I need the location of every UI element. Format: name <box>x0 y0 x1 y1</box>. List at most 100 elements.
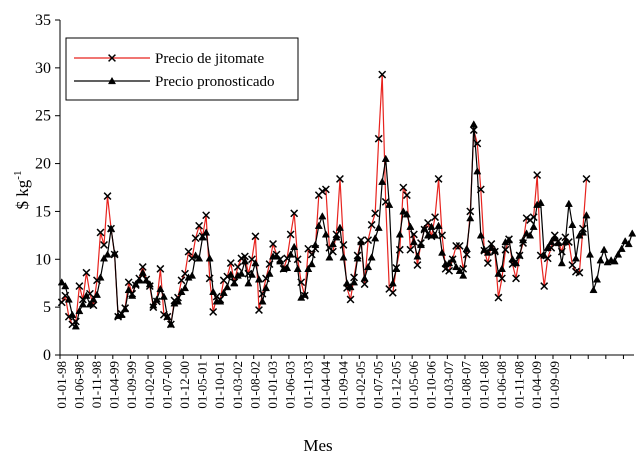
legend-label-precio-de-jitomate: Precio de jitomate <box>155 51 264 67</box>
data-point-triangle-marker <box>254 275 263 283</box>
data-point-x-marker <box>304 244 313 253</box>
data-point-triangle-marker <box>582 211 591 219</box>
data-point-triangle-marker <box>459 271 468 279</box>
legend: Precio de jitomate Precio pronosticado <box>65 37 299 101</box>
data-point-triangle-marker <box>57 278 66 286</box>
x-tick-label: 01-05-06 <box>406 361 421 409</box>
data-point-x-marker <box>350 273 358 282</box>
data-point-triangle-marker <box>117 310 126 318</box>
data-point-x-marker <box>202 211 211 220</box>
series-precio-pronosticado <box>57 120 636 330</box>
x-tick-label: 01-10-06 <box>424 361 439 409</box>
data-point-triangle-marker <box>589 285 598 294</box>
data-point-triangle-marker <box>367 253 376 261</box>
data-point-triangle-marker <box>258 297 267 305</box>
data-point-triangle-marker <box>293 264 302 272</box>
x-tick-label: 01-11-08 <box>512 361 527 408</box>
data-point-triangle-marker <box>251 258 260 267</box>
data-point-x-marker <box>575 268 584 277</box>
x-axis-title: Mes <box>303 436 332 455</box>
data-point-triangle-marker <box>198 233 207 241</box>
data-point-triangle-marker <box>61 281 70 290</box>
data-point-x-marker <box>75 282 84 291</box>
x-tick-label: 01-10-01 <box>212 361 227 409</box>
data-point-triangle-marker <box>381 154 390 162</box>
data-point-triangle-marker <box>350 278 359 286</box>
data-point-triangle-marker <box>550 234 559 242</box>
data-point-triangle-marker <box>223 282 232 291</box>
x-tick-label: 01-07-00 <box>159 361 174 409</box>
data-point-triangle-marker <box>596 256 605 264</box>
data-point-triangle-marker <box>420 224 429 232</box>
data-point-triangle-marker <box>307 259 316 268</box>
y-tick-label: 5 <box>43 299 51 316</box>
x-tick-label: 01-09-09 <box>547 361 562 409</box>
x-tick-label: 01-06-98 <box>71 361 86 409</box>
data-point-triangle-marker <box>448 255 457 263</box>
data-point-triangle-marker <box>515 251 524 259</box>
x-tick-label: 01-03-07 <box>441 361 456 409</box>
y-tick-label: 25 <box>35 108 51 125</box>
y-axis-title-main: $ kg <box>13 179 32 209</box>
data-point-x-marker <box>431 213 439 222</box>
x-tick-label: 01-09-99 <box>124 361 139 409</box>
data-point-triangle-marker <box>490 246 499 254</box>
y-axis-title: $ kg-1 <box>12 171 32 210</box>
data-point-x-marker <box>96 228 105 237</box>
data-point-triangle-marker <box>290 242 299 250</box>
data-point-triangle-marker <box>357 237 366 246</box>
data-point-triangle-marker <box>156 284 165 293</box>
data-point-triangle-marker <box>385 200 394 208</box>
data-point-triangle-marker <box>247 270 256 278</box>
series-line <box>61 123 633 327</box>
data-point-triangle-marker <box>462 244 471 252</box>
data-point-triangle-marker <box>159 292 168 300</box>
data-point-x-marker <box>226 259 235 268</box>
legend-marker-triangle <box>107 76 117 85</box>
data-point-x-marker <box>290 209 299 218</box>
data-point-triangle-marker <box>124 285 133 294</box>
data-point-triangle-marker <box>480 245 489 253</box>
data-point-triangle-marker <box>624 239 633 248</box>
x-tick-label: 01-04-99 <box>107 361 122 409</box>
x-tick-label: 01-02-00 <box>142 361 157 409</box>
data-point-triangle-marker <box>107 76 117 85</box>
data-point-triangle-marker <box>300 290 309 298</box>
data-point-triangle-marker <box>226 270 235 278</box>
x-tick-label: 01-11-03 <box>300 361 315 408</box>
data-point-triangle-marker <box>561 237 570 246</box>
data-point-x-marker <box>286 230 295 239</box>
data-point-x-marker <box>336 174 344 183</box>
x-tick-label: 01-06-03 <box>283 361 298 409</box>
data-point-triangle-marker <box>244 279 253 287</box>
data-point-triangle-marker <box>504 236 514 244</box>
data-point-triangle-marker <box>487 243 496 251</box>
data-point-x-marker <box>445 266 454 275</box>
x-tick-label: 01-03-02 <box>230 361 245 409</box>
data-point-triangle-marker <box>378 177 387 185</box>
legend-marker-x <box>108 54 116 62</box>
data-point-triangle-marker <box>265 269 274 277</box>
data-point-triangle-marker <box>536 198 545 206</box>
data-point-triangle-marker <box>335 223 344 231</box>
data-point-triangle-marker <box>614 250 623 258</box>
data-point-triangle-marker <box>311 240 320 249</box>
data-point-triangle-marker <box>71 322 80 330</box>
data-point-triangle-marker <box>547 237 556 246</box>
data-point-triangle-marker <box>585 250 595 258</box>
data-point-triangle-marker <box>142 276 151 284</box>
data-point-triangle-marker <box>166 320 175 328</box>
series-layer <box>57 70 636 330</box>
data-point-x-marker <box>184 247 193 256</box>
data-point-triangle-marker <box>466 214 475 222</box>
data-point-triangle-marker <box>85 300 94 308</box>
x-tick-label: 01-04-04 <box>318 361 333 409</box>
data-point-triangle-marker <box>163 312 172 320</box>
data-point-x-marker <box>191 234 200 243</box>
data-point-x-marker <box>233 263 242 271</box>
y-tick-label: 35 <box>35 12 51 29</box>
data-point-triangle-marker <box>152 295 161 303</box>
data-point-triangle-marker <box>617 244 626 252</box>
x-tick-label: 01-02-05 <box>353 361 368 409</box>
